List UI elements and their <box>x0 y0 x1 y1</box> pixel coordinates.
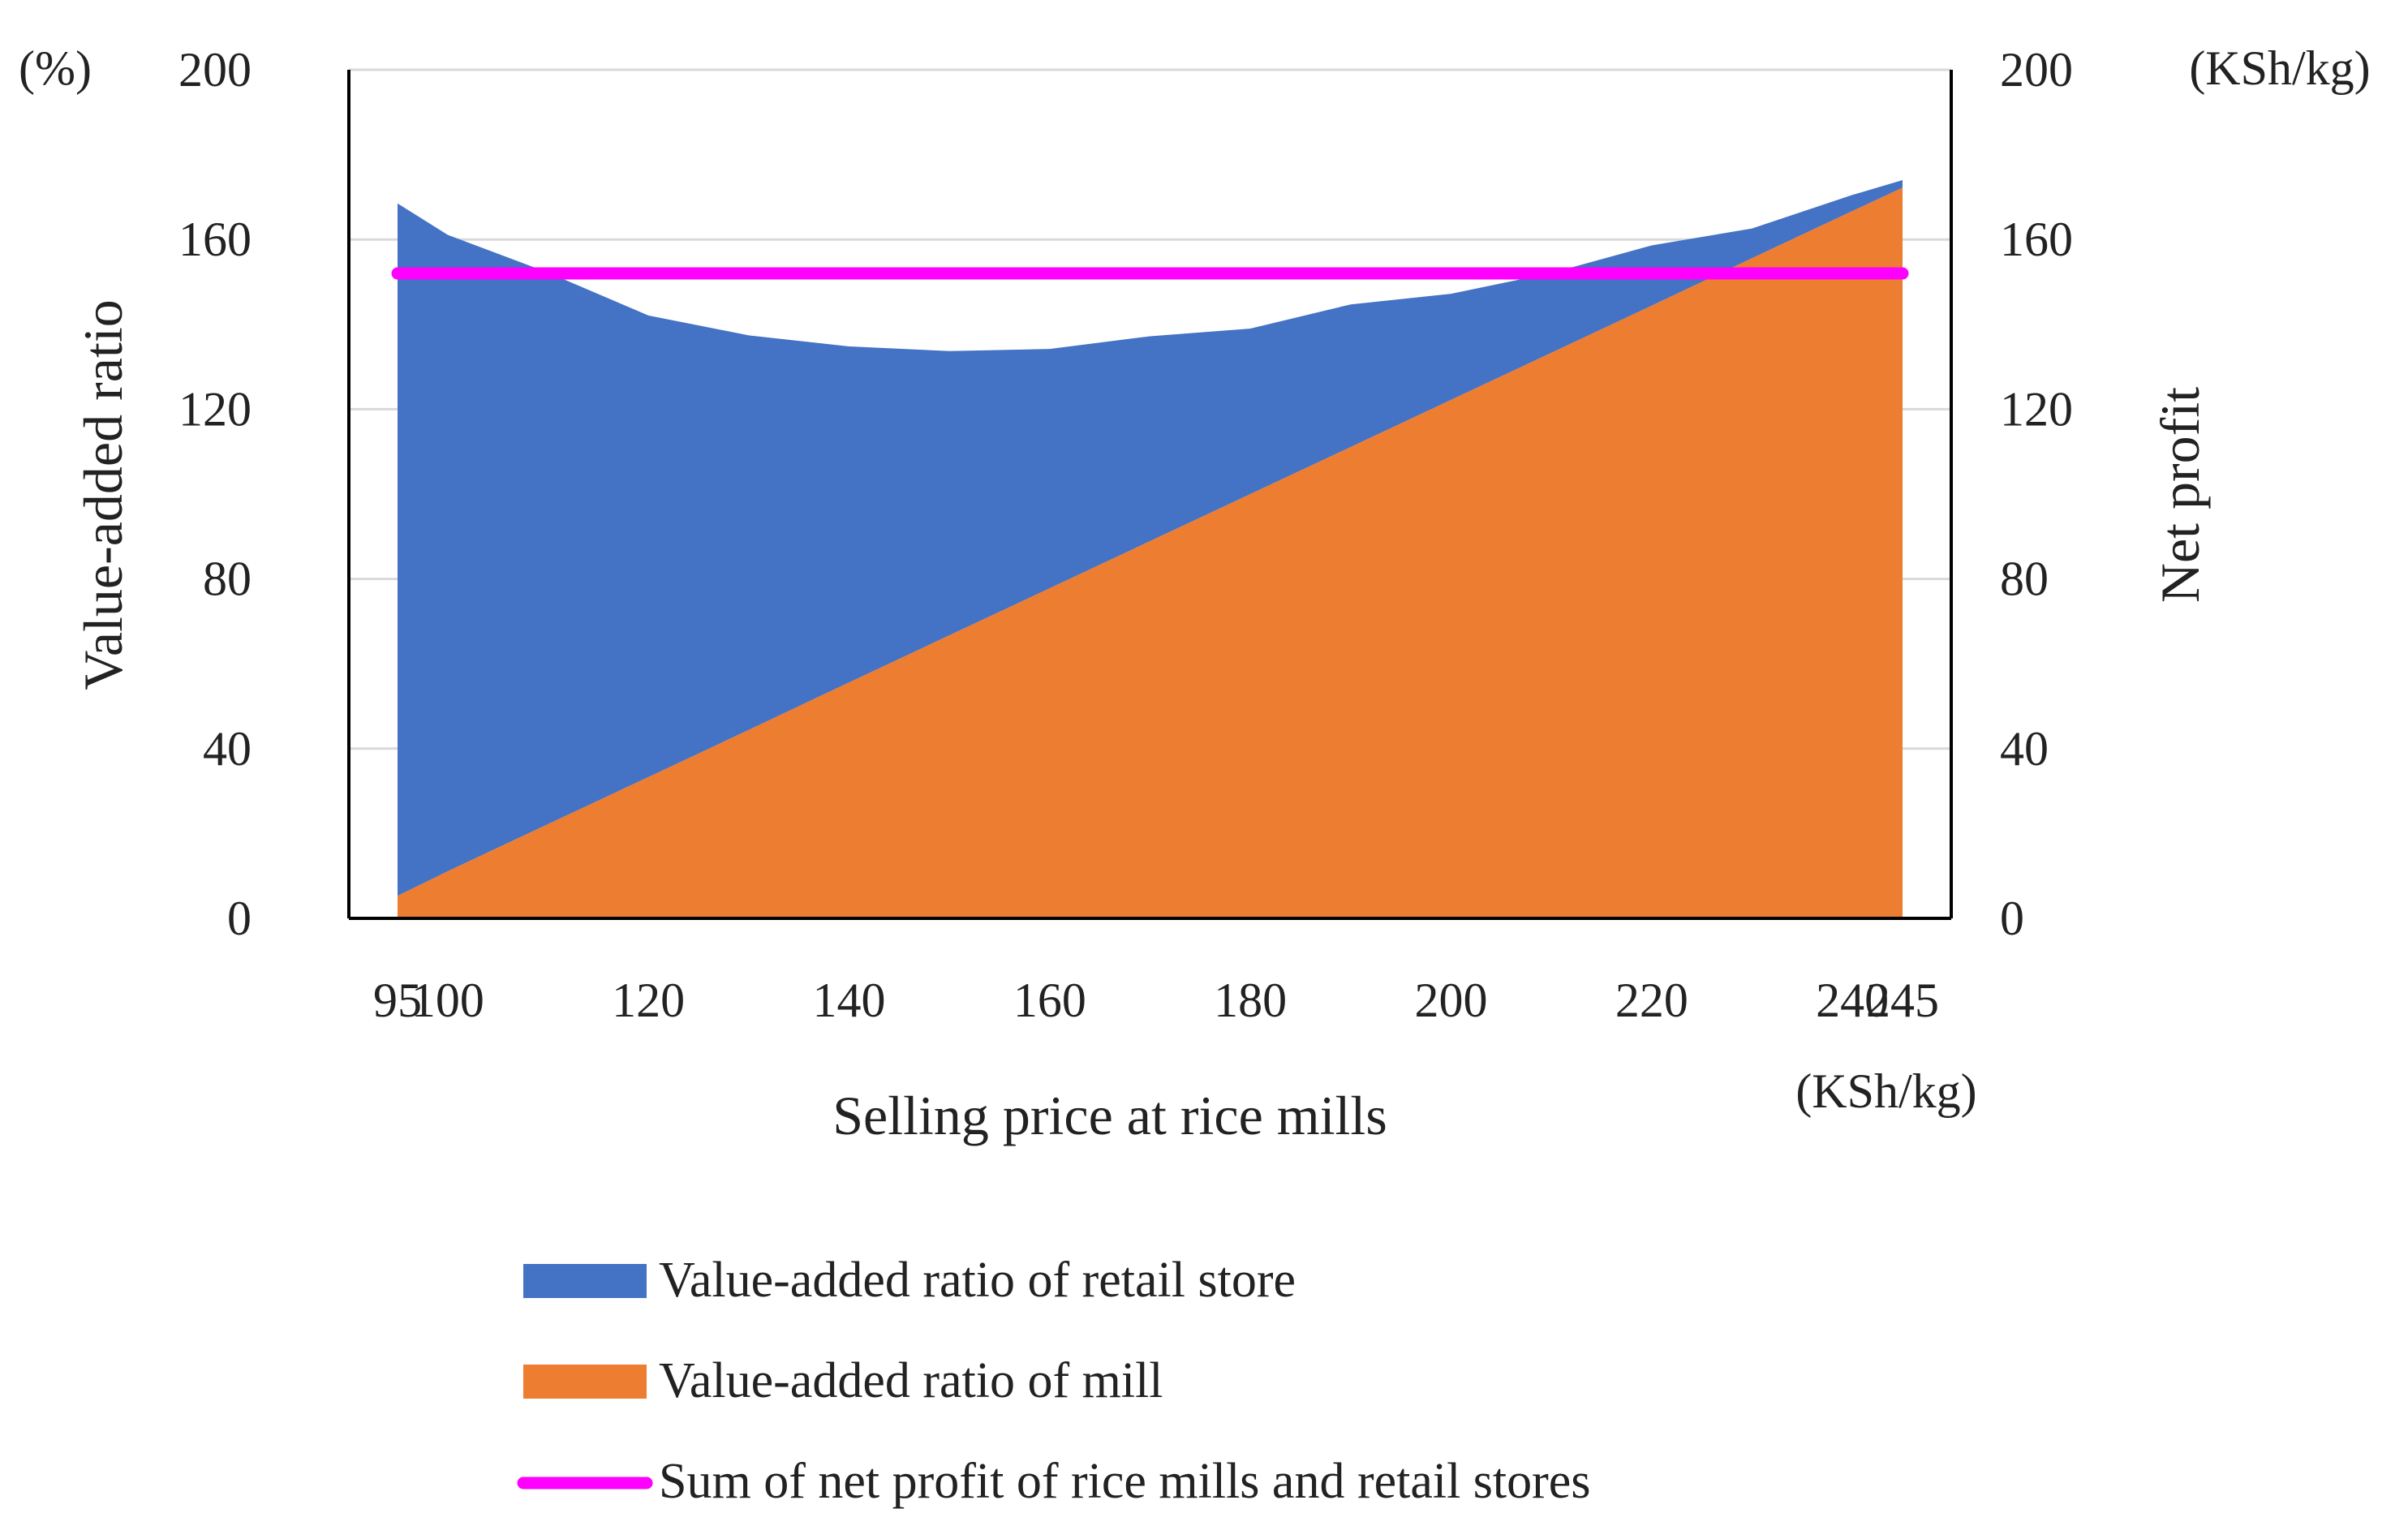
y-tick-right-80: 80 <box>2000 552 2049 606</box>
y-tick-left-200: 200 <box>178 43 252 97</box>
plot-areas <box>398 179 1903 919</box>
legend-label-retail: Value-added ratio of retail store <box>659 1253 1296 1308</box>
left-axis-unit: (%) <box>19 41 92 95</box>
x-tick-100: 100 <box>411 974 484 1027</box>
y-tick-left-0: 0 <box>227 892 252 945</box>
x-tick-245: 245 <box>1866 974 1939 1027</box>
legend-label-mill: Value-added ratio of mill <box>659 1353 1163 1408</box>
area-retail-store <box>398 179 1903 896</box>
left-axis-title: Value-added ratio <box>72 299 134 690</box>
x-tick-200: 200 <box>1415 974 1488 1027</box>
area-mill <box>398 187 1903 919</box>
y-tick-right-200: 200 <box>2000 43 2073 97</box>
x-axis-title: Selling price at rice mills <box>832 1085 1387 1146</box>
y-tick-right-120: 120 <box>2000 382 2073 436</box>
y-tick-right-0: 0 <box>2000 892 2024 945</box>
x-tick-160: 160 <box>1013 974 1086 1027</box>
y-tick-left-160: 160 <box>178 213 252 266</box>
legend-swatch-retail <box>523 1264 647 1298</box>
legend-label-net-profit: Sum of net profit of rice mills and reta… <box>659 1454 1590 1509</box>
axes <box>347 70 1953 920</box>
x-tick-95: 95 <box>373 974 422 1027</box>
x-tick-220: 220 <box>1615 974 1688 1027</box>
right-axis-unit: (KSh/kg) <box>2189 41 2370 95</box>
right-axis-title: Net profit <box>2149 387 2211 603</box>
x-axis-unit: (KSh/kg) <box>1795 1064 1976 1118</box>
x-tick-140: 140 <box>813 974 886 1027</box>
y-tick-right-160: 160 <box>2000 213 2073 266</box>
y-tick-left-120: 120 <box>178 382 252 436</box>
y-tick-left-40: 40 <box>203 722 252 776</box>
x-tick-120: 120 <box>612 974 685 1027</box>
legend: Value-added ratio of retail store Value-… <box>517 1253 1590 1509</box>
legend-swatch-mill <box>523 1365 647 1399</box>
x-tick-180: 180 <box>1214 974 1287 1027</box>
y-tick-left-80: 80 <box>203 552 252 606</box>
x-tick-240: 240 <box>1816 974 1889 1027</box>
y-tick-right-40: 40 <box>2000 722 2049 776</box>
